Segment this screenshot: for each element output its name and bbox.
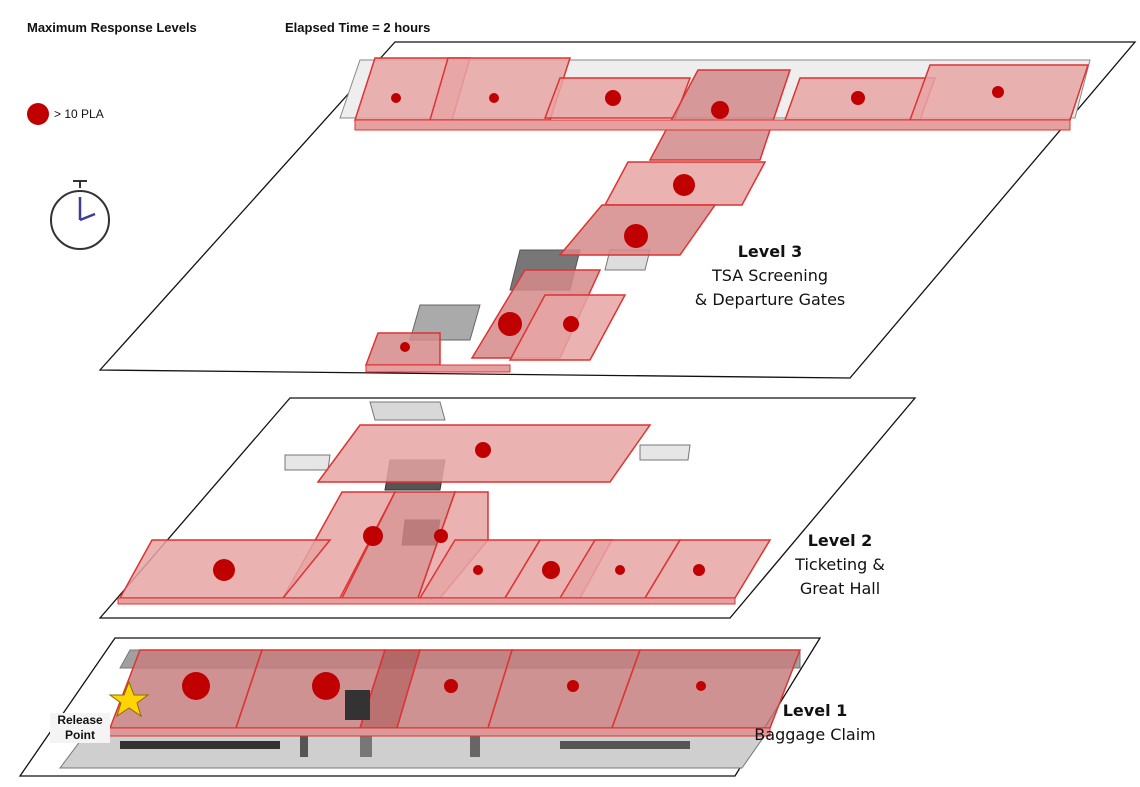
release-point-line: Release xyxy=(57,713,103,727)
pla-marker xyxy=(711,101,729,119)
pla-marker xyxy=(605,90,621,106)
pla-marker xyxy=(851,91,865,105)
pla-marker xyxy=(673,174,695,196)
release-point-label: Release Point xyxy=(50,713,110,743)
pla-marker xyxy=(489,93,499,103)
level-2-subtitle-line: Ticketing & xyxy=(795,555,885,574)
level-3-label: Level 3 TSA Screening & Departure Gates xyxy=(685,240,855,312)
pla-marker xyxy=(563,316,579,332)
pla-marker xyxy=(693,564,705,576)
pla-marker xyxy=(391,93,401,103)
pla-marker xyxy=(434,529,448,543)
pla-marker xyxy=(363,526,383,546)
pla-marker xyxy=(696,681,706,691)
release-point-star-icon xyxy=(108,680,150,718)
pla-marker xyxy=(182,672,210,700)
level-1-title: Level 1 xyxy=(782,701,848,720)
pla-marker xyxy=(567,680,579,692)
level-2-title: Level 2 xyxy=(807,531,873,550)
pla-marker xyxy=(498,312,522,336)
pla-marker xyxy=(475,442,491,458)
pla-marker xyxy=(992,86,1004,98)
level-1-zones xyxy=(105,649,802,737)
legend-label: > 10 PLA xyxy=(54,107,104,121)
pla-marker xyxy=(615,565,625,575)
legend-marker xyxy=(27,103,49,125)
pla-marker xyxy=(473,565,483,575)
pla-marker xyxy=(444,679,458,693)
pla-marker xyxy=(213,559,235,581)
pla-marker xyxy=(400,342,410,352)
level-1-label: Level 1 Baggage Claim xyxy=(740,699,890,747)
diagram-title: Maximum Response Levels xyxy=(27,20,197,35)
pla-marker xyxy=(542,561,560,579)
level-2-subtitle-line: Great Hall xyxy=(799,579,881,598)
pla-marker xyxy=(624,224,648,248)
level-1-subtitle-line: Baggage Claim xyxy=(754,725,876,744)
stopwatch-icon xyxy=(50,180,110,250)
elapsed-time-label: Elapsed Time = 2 hours xyxy=(285,20,431,35)
level-3-subtitle-line: & Departure Gates xyxy=(694,290,846,309)
level-3-title: Level 3 xyxy=(737,242,803,261)
level-2-label: Level 2 Ticketing & Great Hall xyxy=(780,529,900,601)
release-point-line: Point xyxy=(65,728,95,742)
level-3-subtitle-line: TSA Screening xyxy=(711,266,828,285)
pla-markers xyxy=(182,86,1004,700)
pla-marker xyxy=(312,672,340,700)
